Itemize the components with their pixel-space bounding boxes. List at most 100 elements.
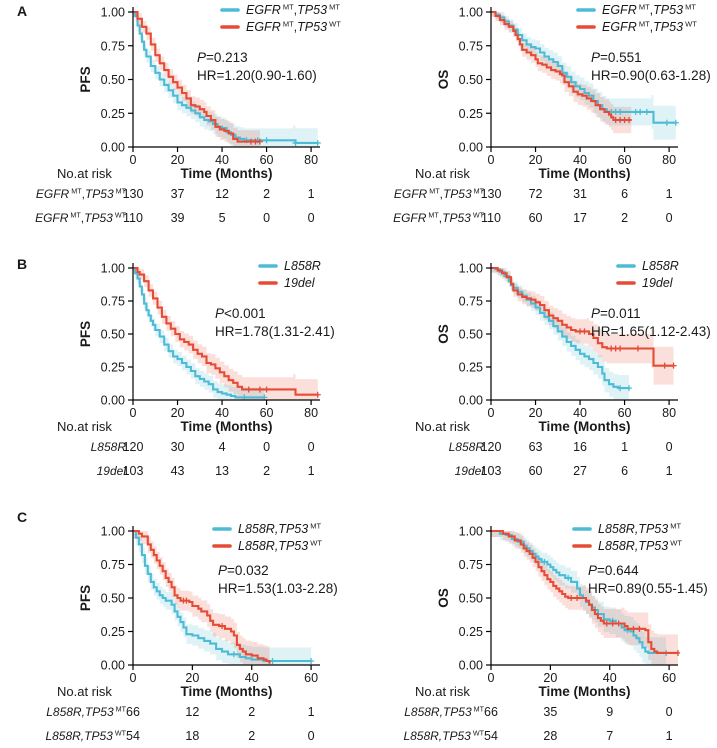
risk-count: 110 xyxy=(123,211,143,225)
risk-row-label-1: L858R,TP53 MT xyxy=(46,705,126,720)
x-tick-label: 60 xyxy=(662,671,676,685)
risk-row-label-1: L858R xyxy=(91,440,127,454)
confidence-band-2 xyxy=(133,12,260,147)
legend-label-1: L858R xyxy=(284,259,321,273)
risk-count: 1 xyxy=(308,187,315,201)
risk-row-label-2: L858R,TP53 WT xyxy=(45,729,126,744)
os-axes xyxy=(486,263,678,405)
censor-marks-1 xyxy=(230,651,315,664)
y-tick-label: 0.25 xyxy=(101,625,125,639)
risk-count: 110 xyxy=(481,211,501,225)
risk-count: 2 xyxy=(263,187,270,201)
panel-c-pfs: 0.00 0.25 0.50 0.75 1.00 0 20 40 60 PFS Time (Mont… xyxy=(0,498,358,748)
km-curve-1 xyxy=(133,529,312,663)
risk-row-label-1: EGFR MT,TP53 MT xyxy=(394,187,485,202)
risk-table: No.at risk L858R,TP53 MT 66 35 9 0 L858R,TP53 … xyxy=(403,684,672,743)
legend-label-1: L858R,TP53 MT xyxy=(238,522,322,537)
panel-c-os: 0.00 0.25 0.50 0.75 1.00 0 20 40 60 OS Time (Month… xyxy=(358,498,717,748)
plot-area xyxy=(133,529,315,665)
risk-count: 0 xyxy=(666,211,673,225)
hazard-ratio: HR=0.90(0.63-1.28) xyxy=(591,68,711,83)
risk-count: 60 xyxy=(529,211,543,225)
y-tick-label: 0.00 xyxy=(101,394,125,408)
y-tick-label: 0.25 xyxy=(101,361,125,375)
risk-count: 9 xyxy=(606,705,613,719)
x-tick-label: 20 xyxy=(529,406,543,420)
km-curve-1 xyxy=(133,266,265,399)
risk-table: No.at risk L858R,TP53 MT 66 12 2 1 L858R,TP53 … xyxy=(45,684,314,743)
risk-count: 16 xyxy=(573,440,587,454)
y-axis-title: PFS xyxy=(78,66,93,92)
km-curve-2 xyxy=(133,529,271,664)
y-axis-title: OS xyxy=(436,588,451,608)
risk-count: 13 xyxy=(215,464,229,478)
panel-letter: A xyxy=(17,3,27,19)
risk-count: 72 xyxy=(529,187,543,201)
risk-count: 130 xyxy=(123,187,144,201)
y-tick-label: 1.00 xyxy=(101,6,125,20)
y-tick-label: 1.00 xyxy=(459,525,483,539)
confidence-band-1 xyxy=(133,531,312,665)
risk-count: 1 xyxy=(308,464,315,478)
risk-count: 66 xyxy=(484,705,498,719)
risk-row-label-2: L858R,TP53 WT xyxy=(403,729,484,744)
y-tick-label: 0.75 xyxy=(101,295,125,309)
risk-count: 0 xyxy=(666,440,673,454)
x-tick-label: 0 xyxy=(488,671,495,685)
risk-count: 43 xyxy=(171,464,185,478)
y-tick-label: 0.00 xyxy=(459,659,483,673)
legend: L858R 19del xyxy=(258,259,321,290)
x-tick-label: 80 xyxy=(304,153,318,167)
legend-label-2: EGFR MT,TP53 WT xyxy=(246,20,341,35)
y-tick-label: 0.25 xyxy=(459,361,483,375)
censor-marks-2 xyxy=(568,595,680,656)
x-tick-label: 20 xyxy=(529,153,543,167)
risk-row-label-2: EGFR MT,TP53 WT xyxy=(35,211,127,226)
risk-count: 4 xyxy=(219,440,226,454)
risk-count: 6 xyxy=(621,187,628,201)
censor-marks-2 xyxy=(577,328,677,369)
risk-table-header: No.at risk xyxy=(57,684,112,699)
x-tick-label: 40 xyxy=(573,153,587,167)
risk-count: 35 xyxy=(543,705,557,719)
risk-count: 120 xyxy=(123,440,144,454)
risk-count: 2 xyxy=(248,729,255,743)
risk-count: 30 xyxy=(171,440,185,454)
legend: EGFR MT,TP53 MT EGFR MT,TP53 WT xyxy=(576,3,697,35)
legend-label-1: L858R xyxy=(642,259,679,273)
p-value: P<0.001 xyxy=(215,306,266,321)
y-tick-label: 0.25 xyxy=(101,107,125,121)
x-axis-title: Time (Months) xyxy=(539,419,631,434)
risk-count: 0 xyxy=(308,211,315,225)
y-tick-label: 0.50 xyxy=(101,592,125,606)
km-curve-2 xyxy=(491,529,678,654)
x-axis-title: Time (Months) xyxy=(181,419,273,434)
x-tick-label: 0 xyxy=(130,406,137,420)
confidence-band-2 xyxy=(133,531,270,665)
risk-count: 54 xyxy=(484,729,498,743)
pfs-axes xyxy=(128,263,320,405)
x-axis-title: Time (Months) xyxy=(539,166,631,181)
hazard-ratio: HR=1.20(0.90-1.60) xyxy=(197,68,317,83)
x-tick-label: 80 xyxy=(662,406,676,420)
confidence-band-1 xyxy=(491,12,676,142)
x-axis-title: Time (Months) xyxy=(181,166,273,181)
km-curve-2 xyxy=(491,10,632,122)
plot-area xyxy=(133,266,321,400)
plot-area xyxy=(491,10,679,142)
legend-label-2: EGFR MT,TP53 WT xyxy=(602,20,697,35)
y-tick-label: 0.75 xyxy=(459,39,483,53)
x-tick-label: 80 xyxy=(304,406,318,420)
hazard-ratio: HR=1.53(1.03-2.28) xyxy=(218,581,338,596)
risk-count: 1 xyxy=(666,729,673,743)
risk-count: 103 xyxy=(481,464,502,478)
panel-a-pfs: 0.00 0.25 0.50 0.75 1.00 0 20 40 60 80 PFS Time (Mo… xyxy=(0,0,358,249)
censor-marks-2 xyxy=(180,597,226,630)
y-tick-label: 0.25 xyxy=(459,625,483,639)
confidence-band-1 xyxy=(133,12,318,147)
